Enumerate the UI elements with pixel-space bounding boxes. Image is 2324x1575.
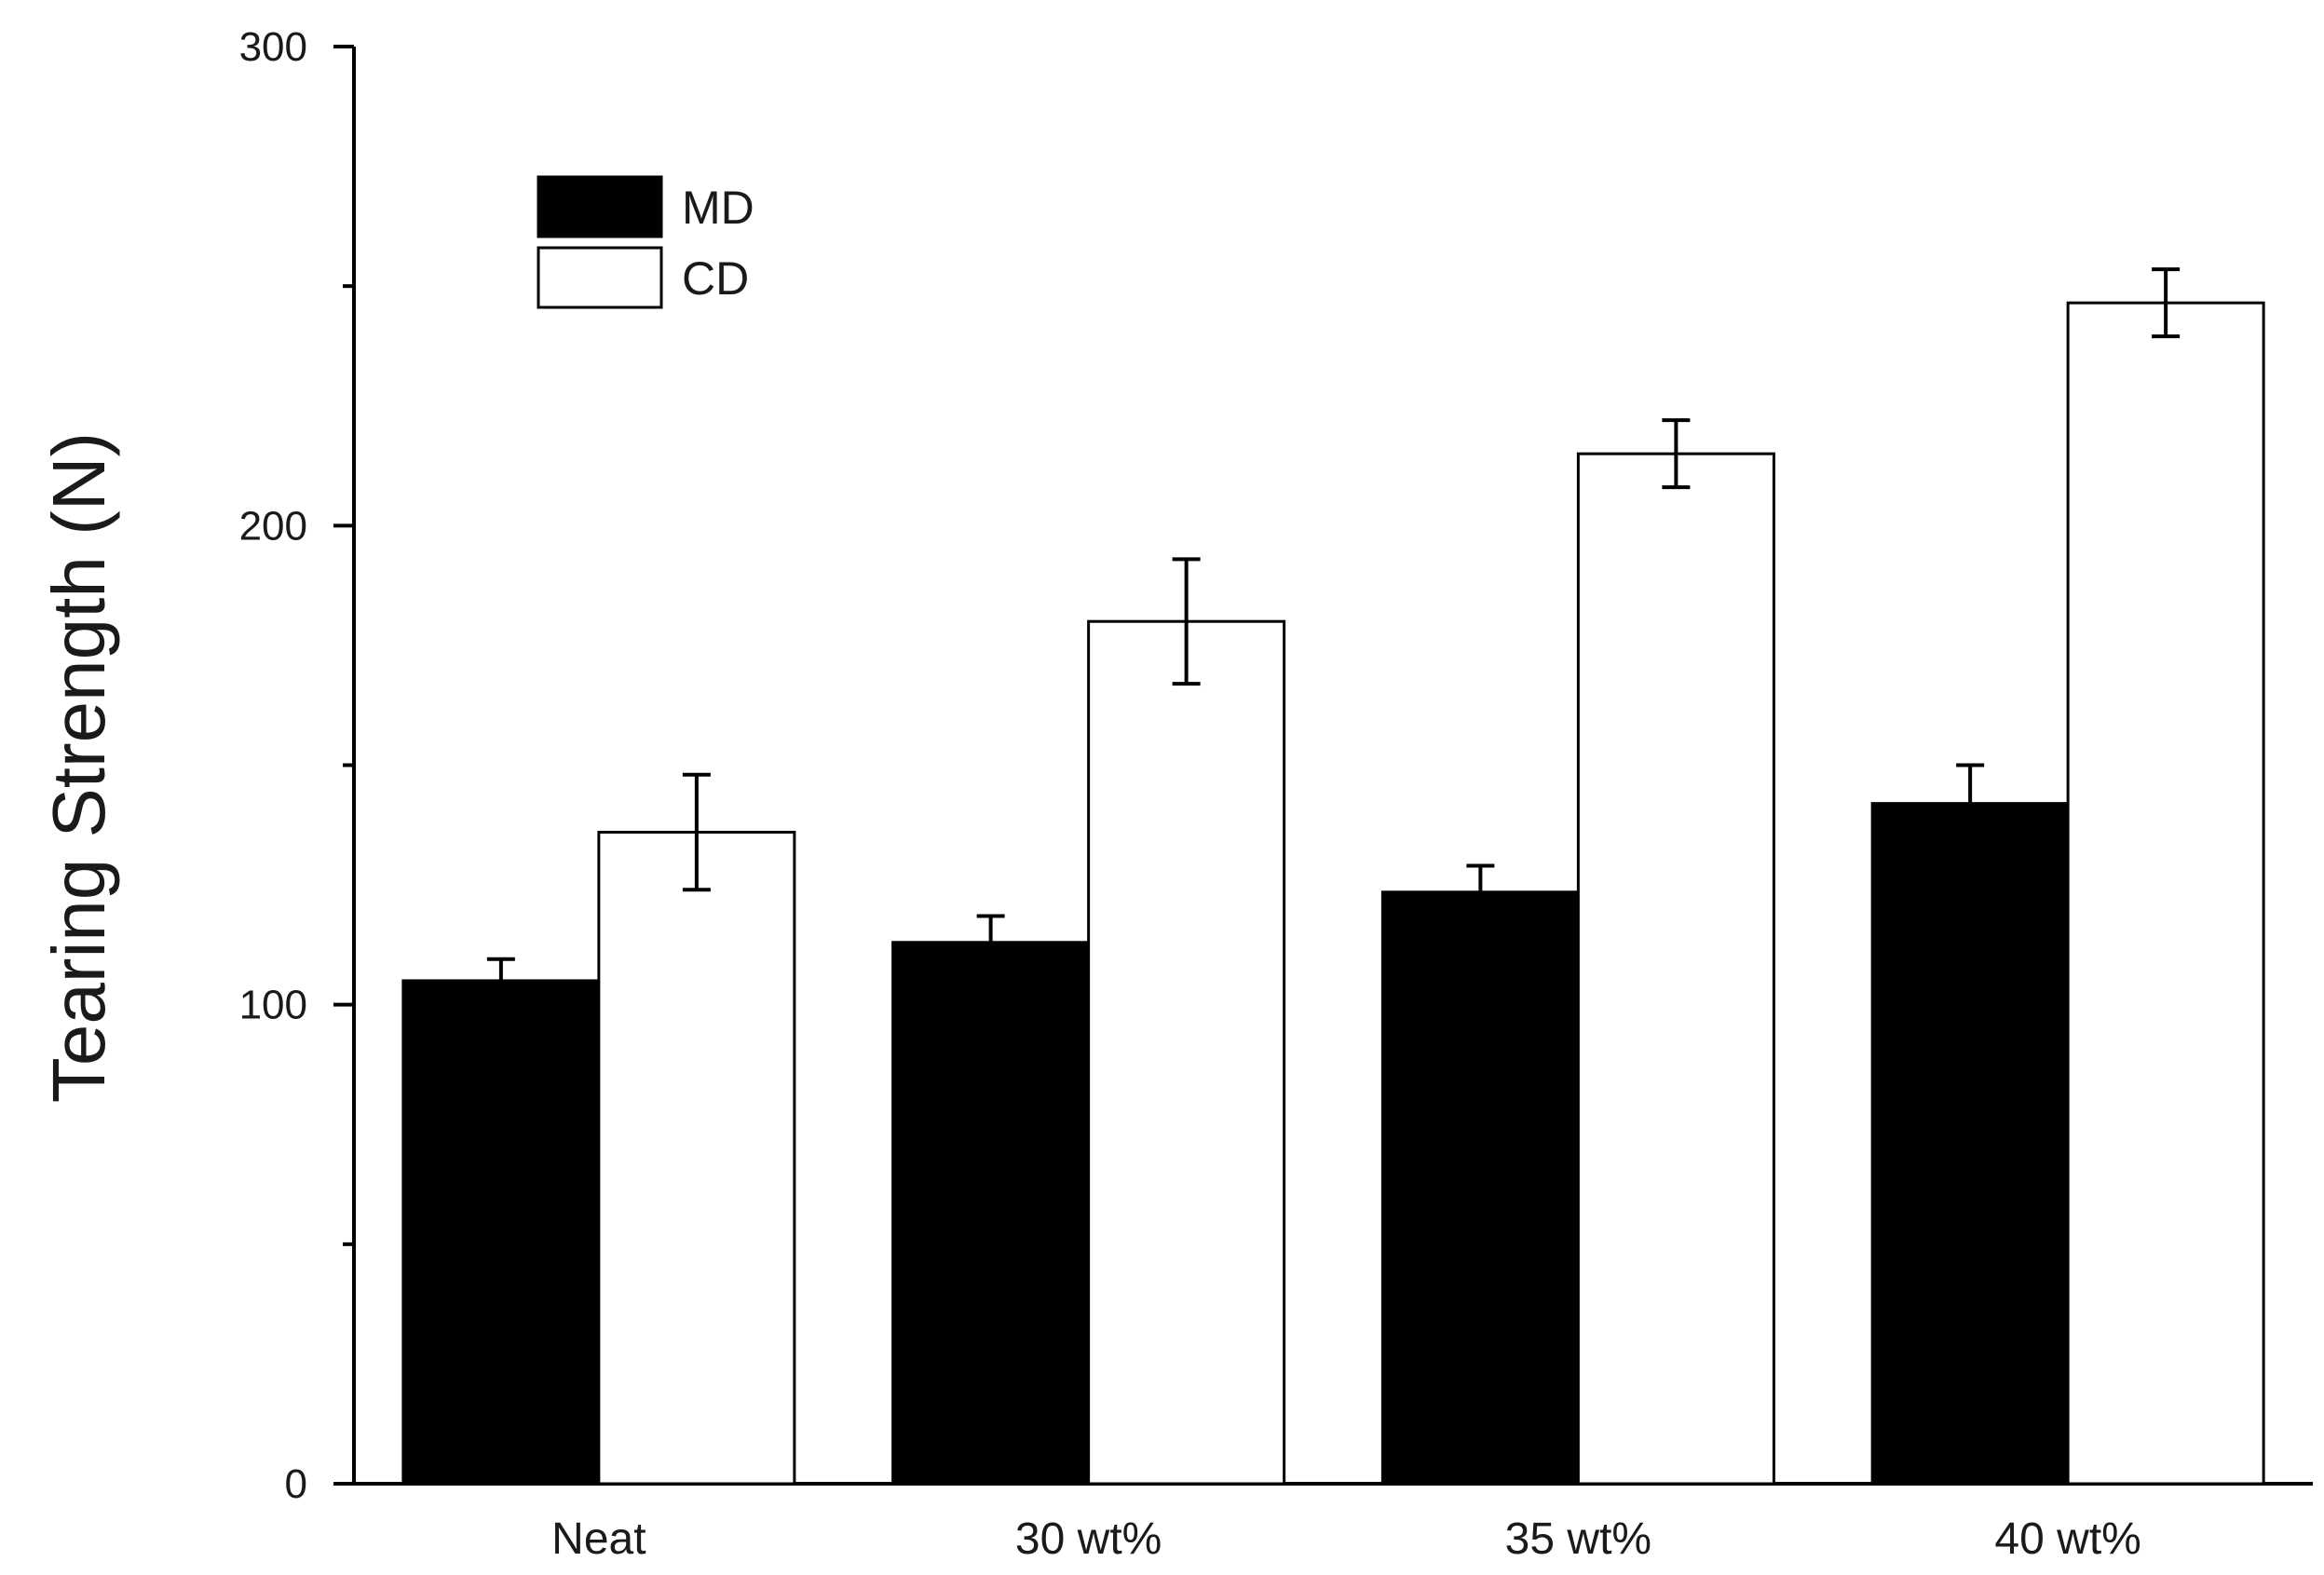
bar-md-1 xyxy=(891,941,1091,1486)
y-tick-label: 300 xyxy=(239,24,307,70)
x-tick-label: Neat xyxy=(551,1514,646,1564)
error-bars xyxy=(486,267,2181,1005)
bar-md-3 xyxy=(1870,802,2070,1486)
bar-cd-1 xyxy=(1087,619,1286,1486)
x-tick-labels: Neat 30 wt% 35 wt% 40 wt% xyxy=(551,1514,2141,1564)
x-tick-label: 35 wt% xyxy=(1505,1514,1651,1564)
bar-cd-2 xyxy=(1576,452,1775,1486)
legend-swatch-md xyxy=(537,175,663,238)
bar-md-2 xyxy=(1380,890,1580,1486)
bar-cd-0 xyxy=(597,831,796,1486)
y-axis-title: Tearing Strength (N) xyxy=(37,432,120,1103)
x-tick-label: 40 wt% xyxy=(1994,1514,2141,1564)
legend-label-md: MD xyxy=(682,182,754,234)
y-ticks: 0 100 200 300 xyxy=(239,24,354,1507)
bar-md-0 xyxy=(401,979,601,1486)
legend-swatch-cd xyxy=(537,246,663,309)
legend: MD CD xyxy=(537,175,754,309)
x-tick-label: 30 wt% xyxy=(1015,1514,1162,1564)
legend-label-cd: CD xyxy=(682,252,749,305)
y-tick-label: 100 xyxy=(239,983,307,1028)
bars xyxy=(401,301,2265,1486)
bar-cd-3 xyxy=(2066,301,2265,1486)
y-tick-label: 200 xyxy=(239,503,307,549)
y-tick-label: 0 xyxy=(285,1461,307,1507)
